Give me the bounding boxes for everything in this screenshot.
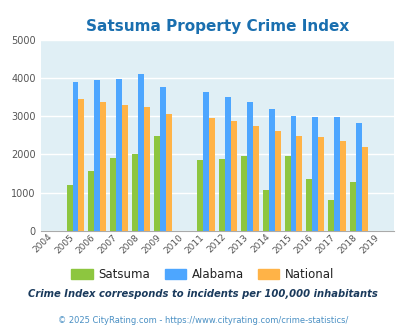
Bar <box>355 123 361 231</box>
Bar <box>246 102 252 231</box>
Bar <box>110 158 116 231</box>
Bar <box>290 116 296 231</box>
Bar <box>306 179 311 231</box>
Bar <box>159 87 165 231</box>
Bar <box>284 155 290 231</box>
Bar <box>339 141 345 231</box>
Bar <box>241 156 246 231</box>
Bar <box>252 126 258 231</box>
Bar <box>66 185 72 231</box>
Legend: Satsuma, Alabama, National: Satsuma, Alabama, National <box>66 263 339 286</box>
Bar <box>197 160 203 231</box>
Bar <box>274 131 280 231</box>
Text: © 2025 CityRating.com - https://www.cityrating.com/crime-statistics/: © 2025 CityRating.com - https://www.city… <box>58 316 347 325</box>
Bar <box>328 200 333 231</box>
Bar <box>78 99 84 231</box>
Bar <box>88 171 94 231</box>
Bar <box>361 147 367 231</box>
Bar <box>230 121 237 231</box>
Bar <box>143 107 149 231</box>
Text: Crime Index corresponds to incidents per 100,000 inhabitants: Crime Index corresponds to incidents per… <box>28 289 377 299</box>
Bar <box>209 118 215 231</box>
Bar <box>349 182 355 231</box>
Bar <box>100 102 106 231</box>
Bar <box>311 116 318 231</box>
Bar <box>153 136 159 231</box>
Bar <box>219 159 225 231</box>
Bar <box>116 79 122 231</box>
Bar <box>203 92 209 231</box>
Bar <box>165 114 171 231</box>
Bar <box>72 82 78 231</box>
Bar <box>132 154 138 231</box>
Bar <box>296 136 302 231</box>
Bar <box>262 190 268 231</box>
Bar <box>268 109 274 231</box>
Title: Satsuma Property Crime Index: Satsuma Property Crime Index <box>85 19 348 34</box>
Bar <box>138 75 143 231</box>
Bar <box>225 97 230 231</box>
Bar <box>318 137 323 231</box>
Bar <box>122 105 128 231</box>
Bar <box>94 80 100 231</box>
Bar <box>333 116 339 231</box>
